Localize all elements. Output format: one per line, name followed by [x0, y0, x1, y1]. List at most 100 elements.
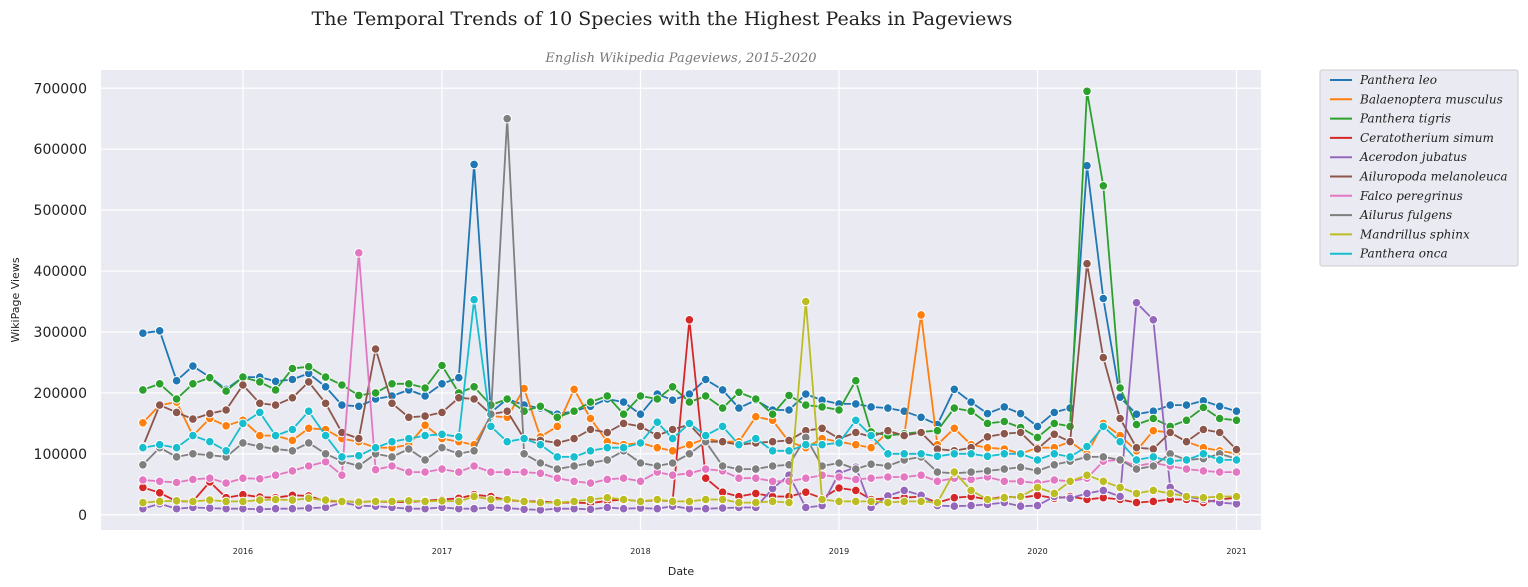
data-point [982, 494, 993, 505]
data-point [486, 494, 496, 505]
data-point [585, 458, 596, 468]
data-point [767, 476, 778, 487]
data-point [1131, 297, 1142, 308]
data-point [966, 467, 976, 477]
data-point [437, 360, 447, 371]
data-point [851, 485, 861, 496]
data-point [205, 495, 215, 505]
data-point [1015, 427, 1026, 438]
data-point [966, 406, 976, 417]
data-point [552, 412, 563, 423]
data-point [254, 398, 265, 409]
data-point [337, 400, 347, 410]
data-point [420, 411, 430, 421]
data-point [205, 408, 215, 419]
data-point [1148, 413, 1159, 424]
data-point [667, 424, 678, 435]
data-point [866, 473, 876, 484]
data-point [1181, 464, 1192, 474]
data-point [171, 407, 182, 418]
data-point [171, 452, 182, 462]
data-point [320, 382, 331, 392]
data-point [188, 474, 198, 485]
data-point [1082, 470, 1092, 481]
data-point [784, 405, 794, 415]
data-point [585, 413, 596, 424]
data-point [866, 496, 876, 507]
data-point [899, 430, 910, 441]
data-point [1015, 462, 1026, 473]
data-point [535, 401, 546, 412]
data-point [916, 470, 926, 481]
data-point [320, 372, 331, 382]
data-point [751, 488, 761, 499]
data-point [502, 394, 513, 404]
data-point [1098, 352, 1109, 363]
data-point [519, 467, 529, 477]
data-point [238, 380, 248, 390]
data-point [1049, 429, 1060, 440]
data-point [552, 473, 563, 484]
data-point [585, 446, 596, 456]
data-point [138, 328, 148, 339]
data-point [337, 427, 347, 438]
data-point [1131, 488, 1142, 499]
data-point [221, 421, 231, 431]
data-point [602, 455, 613, 465]
data-point [834, 438, 844, 448]
data-point [817, 423, 827, 434]
data-point [899, 472, 910, 482]
data-point [1082, 488, 1092, 499]
data-point [751, 411, 761, 422]
data-point [387, 461, 397, 471]
data-point [519, 496, 529, 507]
legend-label: Ceratotherium simum [1360, 131, 1494, 145]
data-point [1082, 258, 1092, 269]
data-point [205, 503, 215, 513]
data-point [966, 397, 976, 407]
legend-label: Falco peregrinus [1359, 189, 1463, 203]
data-point [238, 418, 248, 429]
data-point [684, 496, 695, 507]
data-point [999, 449, 1010, 459]
data-point [154, 439, 165, 450]
data-point [635, 458, 646, 468]
data-point [1231, 467, 1242, 477]
x-axis-label: Date [668, 565, 695, 578]
data-point [354, 390, 364, 401]
data-point [154, 488, 165, 498]
series-layer [138, 86, 1242, 515]
data-point [684, 389, 695, 399]
data-point [834, 496, 844, 507]
data-point [700, 430, 711, 441]
data-point [1165, 400, 1175, 410]
data-point [982, 442, 993, 453]
y-tick-label: 400000 [34, 264, 87, 280]
data-point [883, 461, 893, 471]
data-point [205, 473, 215, 484]
data-point [899, 449, 910, 459]
data-point [717, 421, 728, 432]
data-point [932, 497, 943, 508]
data-point [1049, 418, 1060, 429]
data-point [883, 449, 893, 459]
x-tick-label: 2019 [829, 547, 849, 556]
data-point [801, 296, 811, 307]
data-point [717, 436, 728, 447]
data-point [404, 412, 414, 423]
data-point [486, 409, 496, 420]
data-point [784, 476, 794, 487]
data-point [221, 496, 231, 507]
data-point [469, 394, 479, 404]
data-point [851, 464, 861, 474]
x-tick-label: 2020 [1027, 547, 1047, 556]
data-point [404, 444, 414, 454]
data-point [469, 503, 479, 514]
data-point [784, 446, 794, 456]
data-point [883, 425, 893, 436]
data-point [287, 363, 298, 374]
data-point [1231, 415, 1242, 426]
data-point [1032, 432, 1043, 443]
data-point [154, 379, 165, 389]
data-point [552, 438, 563, 448]
